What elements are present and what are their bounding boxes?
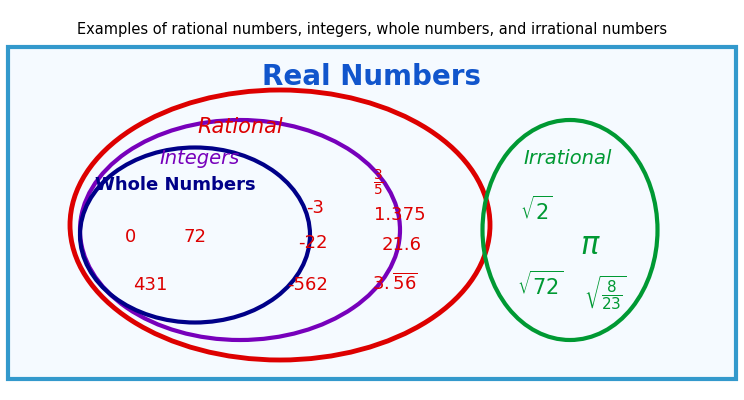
Text: -3: -3 xyxy=(306,199,324,217)
Text: 21.6: 21.6 xyxy=(382,236,422,254)
Text: 1.375: 1.375 xyxy=(374,206,426,224)
Text: $\sqrt{\dfrac{8}{23}}$: $\sqrt{\dfrac{8}{23}}$ xyxy=(584,274,626,312)
Text: $3.\overline{56}$: $3.\overline{56}$ xyxy=(372,272,418,294)
Text: Irrational: Irrational xyxy=(524,148,612,168)
Text: $\frac{3}{5}$: $\frac{3}{5}$ xyxy=(373,168,383,198)
Text: Examples of rational numbers, integers, whole numbers, and irrational numbers: Examples of rational numbers, integers, … xyxy=(77,22,667,37)
Text: $\sqrt{72}$: $\sqrt{72}$ xyxy=(517,271,563,299)
Text: $\sqrt{2}$: $\sqrt{2}$ xyxy=(519,196,553,224)
Text: 72: 72 xyxy=(184,228,207,246)
Text: -22: -22 xyxy=(298,234,328,252)
Text: Whole Numbers: Whole Numbers xyxy=(94,176,255,194)
Text: 0: 0 xyxy=(124,228,135,246)
Text: $\pi$: $\pi$ xyxy=(580,230,600,260)
Text: -562: -562 xyxy=(288,276,328,294)
Text: Rational: Rational xyxy=(197,117,283,137)
Text: Real Numbers: Real Numbers xyxy=(263,63,481,91)
Text: 431: 431 xyxy=(133,276,167,294)
FancyBboxPatch shape xyxy=(8,47,736,379)
Text: Integers: Integers xyxy=(160,148,240,168)
